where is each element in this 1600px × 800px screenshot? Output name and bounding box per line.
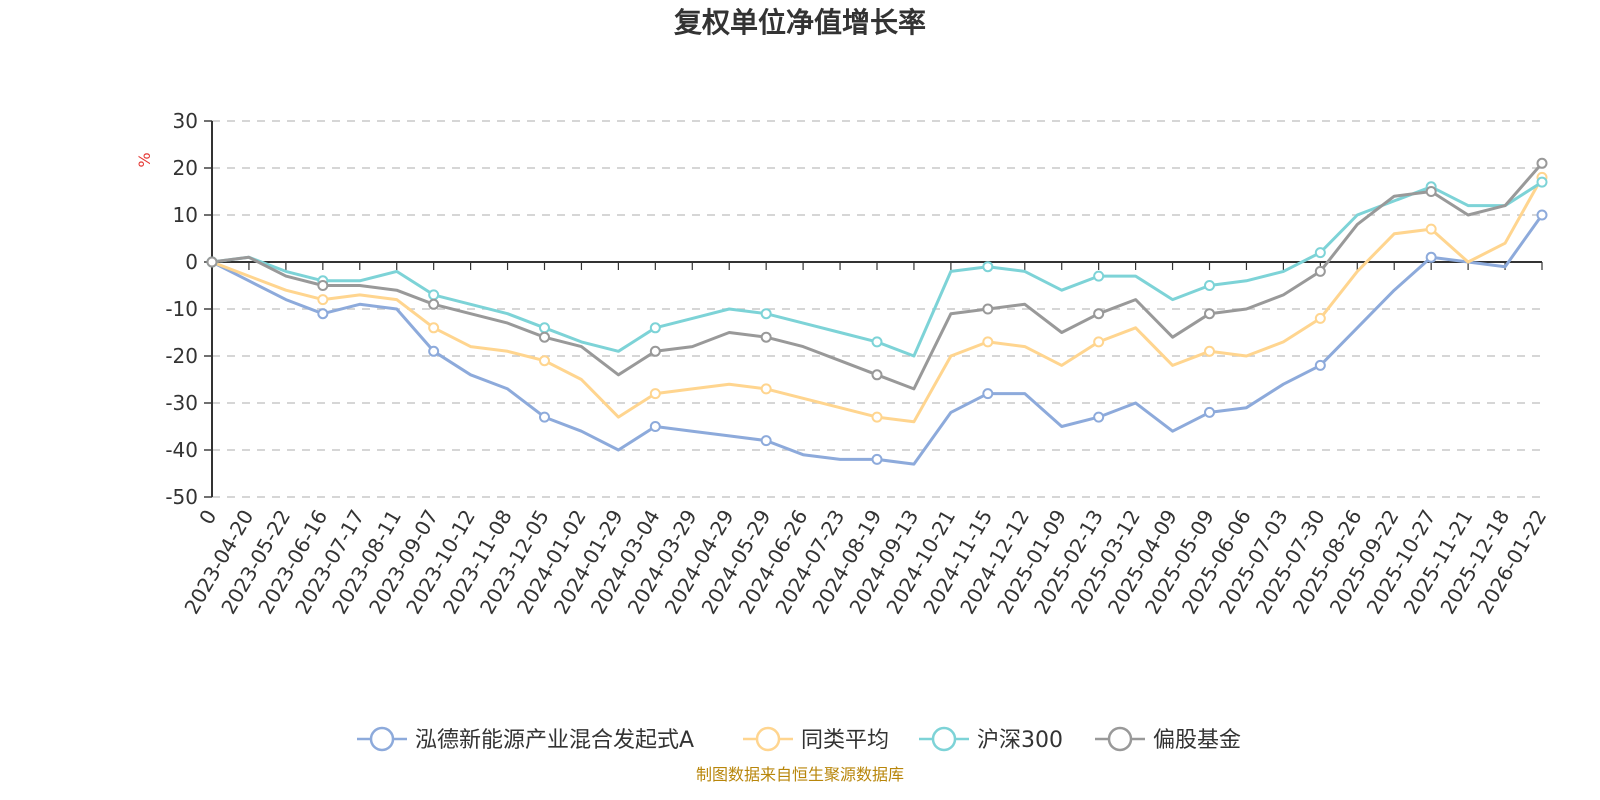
series-point xyxy=(1204,345,1215,357)
series-point xyxy=(649,322,661,334)
series-point xyxy=(539,411,550,423)
legend-item: 偏股基金 xyxy=(1095,726,1241,753)
data-source-note: 制图数据来自恒生聚源数据库 xyxy=(696,765,904,784)
series-point xyxy=(871,411,883,423)
legend-marker xyxy=(755,726,781,752)
y-axis-unit-label: % xyxy=(135,152,154,167)
legend-label: 同类平均 xyxy=(801,728,889,753)
y-axis-tick-label: -50 xyxy=(165,485,198,509)
series-point xyxy=(871,369,883,381)
chart-title: 复权单位净值增长率 xyxy=(674,6,926,39)
series-point xyxy=(428,345,440,357)
y-axis-tick-label: 30 xyxy=(173,109,198,133)
series-point xyxy=(1536,176,1548,188)
y-axis-tick-labels: 30 20 10 0 -10 -20 -30 -40 -50 xyxy=(165,109,198,509)
series-point xyxy=(1314,359,1326,371)
legend-marker xyxy=(931,726,957,752)
series-point xyxy=(649,388,661,400)
series-point xyxy=(428,298,440,310)
y-axis-tick-label: -30 xyxy=(165,391,198,415)
series-point xyxy=(1314,265,1326,277)
y-axis-tick-label: -20 xyxy=(165,344,198,368)
y-axis-tick-label: 20 xyxy=(173,156,198,180)
legend-item: 泓德新能源产业混合发起式A xyxy=(357,726,694,753)
x-axis-tick-labels: 02023-04-202023-05-222023-06-162023-07-1… xyxy=(179,505,1551,618)
legend-label: 沪深300 xyxy=(977,728,1063,753)
series-point xyxy=(317,308,329,320)
series-point xyxy=(1314,247,1326,259)
series-point xyxy=(317,280,329,291)
series-point xyxy=(982,303,994,315)
series-point xyxy=(317,294,329,306)
series-point xyxy=(760,383,772,395)
series-point xyxy=(982,388,994,400)
series-point xyxy=(539,355,550,367)
series-point xyxy=(982,336,994,348)
series-point xyxy=(1093,270,1105,282)
legend-item: 同类平均 xyxy=(743,726,889,753)
series-point xyxy=(760,435,772,447)
series-point xyxy=(1425,186,1437,197)
series-point xyxy=(1093,411,1105,423)
legend-label: 偏股基金 xyxy=(1153,728,1241,753)
series-point xyxy=(871,453,883,465)
series-point xyxy=(1204,308,1215,320)
series-point xyxy=(649,421,661,432)
legend-marker xyxy=(369,726,395,752)
series-point xyxy=(428,289,440,301)
series-point xyxy=(428,322,440,334)
series-point xyxy=(760,331,772,343)
series-point xyxy=(649,345,661,357)
series-point xyxy=(760,308,772,320)
y-axis-tick-label: 0 xyxy=(185,250,198,274)
series-point xyxy=(1425,223,1437,235)
legend: 泓德新能源产业混合发起式A 同类平均 沪深300 偏股基金 xyxy=(357,726,1241,753)
series-point xyxy=(1093,336,1105,348)
x-axis-tick-label: 0 xyxy=(194,506,221,529)
series-point xyxy=(1093,308,1105,320)
legend-item: 沪深300 xyxy=(919,726,1063,753)
series-point xyxy=(1314,312,1326,324)
series-points xyxy=(206,157,1548,465)
series-point xyxy=(539,331,550,343)
series-point xyxy=(1536,209,1548,221)
y-axis-tick-label: -40 xyxy=(165,438,198,462)
series-point xyxy=(982,261,994,273)
series-line xyxy=(210,175,1544,424)
series-point xyxy=(871,336,883,348)
axes xyxy=(204,120,1543,498)
series-point xyxy=(1204,280,1215,291)
y-axis-tick-label: -10 xyxy=(165,297,198,321)
series-point xyxy=(539,322,550,334)
series-line xyxy=(210,161,1544,391)
legend-label: 泓德新能源产业混合发起式A xyxy=(415,728,694,753)
series-point xyxy=(1536,157,1548,169)
y-axis-tick-label: 10 xyxy=(173,203,198,227)
series-point xyxy=(206,256,218,268)
series-point xyxy=(1425,251,1437,263)
series-point xyxy=(1204,406,1215,418)
legend-marker xyxy=(1107,726,1133,752)
